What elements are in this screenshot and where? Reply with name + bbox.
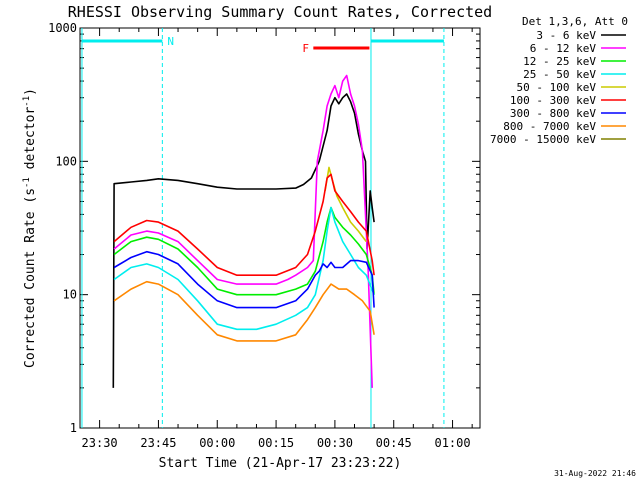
y-axis: 1 10 100 1000: [48, 21, 480, 435]
y-tick-label: 10: [63, 288, 77, 302]
x-tick-label: 00:00: [199, 436, 235, 450]
legend-label: 800 - 7000 keV: [503, 120, 596, 133]
legend-label: 300 - 800 keV: [510, 107, 596, 120]
y-tick-label: 1: [70, 421, 77, 435]
y-axis-label-main: Corrected Count Rate (s: [23, 188, 38, 368]
legend-label: 3 - 6 keV: [536, 29, 596, 42]
x-tick-label: 00:15: [258, 436, 294, 450]
legend-label: 100 - 300 keV: [510, 94, 596, 107]
x-tick-label: 01:00: [434, 436, 470, 450]
time-markers: NF: [81, 28, 445, 428]
series-line-2: [113, 206, 375, 296]
series-line-0: [112, 93, 375, 388]
series-line-3: [113, 206, 375, 331]
y-axis-label-mid: detector: [23, 107, 38, 178]
series-line-7: [113, 280, 375, 342]
x-tick-label: 23:30: [82, 436, 118, 450]
x-axis-label: Start Time (21-Apr-17 23:23:22): [159, 456, 402, 471]
legend-title: Det 1,3,6, Att 0: [522, 15, 628, 28]
y-axis-label: Corrected Count Rate (s-1 detector-1): [22, 88, 38, 368]
legend-label: 50 - 100 keV: [517, 81, 597, 94]
series-line-4: [324, 166, 367, 243]
y-tick-label: 1000: [48, 21, 77, 35]
legend-label: 25 - 50 keV: [523, 68, 596, 81]
legend-label: 6 - 12 keV: [530, 42, 597, 55]
y-axis-label-end: ): [23, 88, 38, 96]
x-axis: 23:30 23:45 00:00 00:15 00:30 00:45 01:00: [79, 28, 473, 450]
x-tick-label: 00:45: [376, 436, 412, 450]
plot-frame: [79, 27, 481, 429]
night-marker-label: N: [167, 35, 174, 48]
series-line-6: [113, 250, 375, 309]
x-tick-label: 00:30: [317, 436, 353, 450]
flare-marker-label: F: [302, 42, 309, 55]
chart-title: RHESSI Observing Summary Count Rates, Co…: [68, 3, 492, 21]
x-tick-label: 23:45: [140, 436, 176, 450]
legend-label: 7000 - 15000 keV: [490, 133, 596, 146]
y-tick-label: 100: [55, 154, 77, 168]
series-line-1: [113, 74, 373, 388]
footer-timestamp: 31-Aug-2022 21:46: [554, 469, 636, 478]
y-axis-label-sup2: -1: [22, 96, 32, 107]
series-layer: [112, 74, 375, 388]
y-axis-label-sup1: -1: [22, 177, 32, 188]
series-line-5: [113, 173, 375, 276]
legend-label: 12 - 25 keV: [523, 55, 596, 68]
